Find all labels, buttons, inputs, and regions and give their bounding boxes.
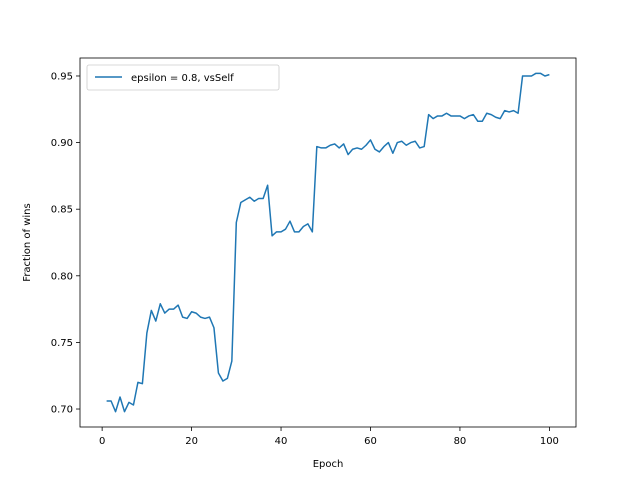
y-tick-label: 0.75: [51, 338, 73, 349]
plot-area: [106, 72, 550, 413]
legend-box: [86, 64, 280, 91]
legend-label: epsilon = 0.8, vsSelf: [131, 73, 234, 84]
y-axis: 0.70 0.75 0.80 0.85 0.90 0.95: [51, 71, 80, 416]
x-tick-label: 0: [99, 436, 105, 447]
x-tick-label: 60: [364, 436, 377, 447]
x-axis: 0 20 40 60 80 100: [99, 427, 559, 447]
x-tick-label: 40: [275, 436, 288, 447]
y-tick-label: 0.95: [51, 71, 73, 82]
x-tick-label: 100: [540, 436, 559, 447]
y-tick-label: 0.90: [51, 138, 73, 149]
x-tick-label: 80: [454, 436, 467, 447]
x-axis-label: Epoch: [313, 459, 344, 470]
x-tick-label: 20: [185, 436, 198, 447]
y-tick-label: 0.85: [51, 205, 73, 216]
y-axis-label: Fraction of wins: [22, 203, 33, 281]
y-tick-label: 0.70: [51, 405, 73, 416]
axes-frame: [79, 57, 577, 428]
legend: epsilon = 0.8, vsSelf: [86, 64, 280, 91]
series-line: [106, 72, 550, 413]
y-tick-label: 0.80: [51, 271, 73, 282]
